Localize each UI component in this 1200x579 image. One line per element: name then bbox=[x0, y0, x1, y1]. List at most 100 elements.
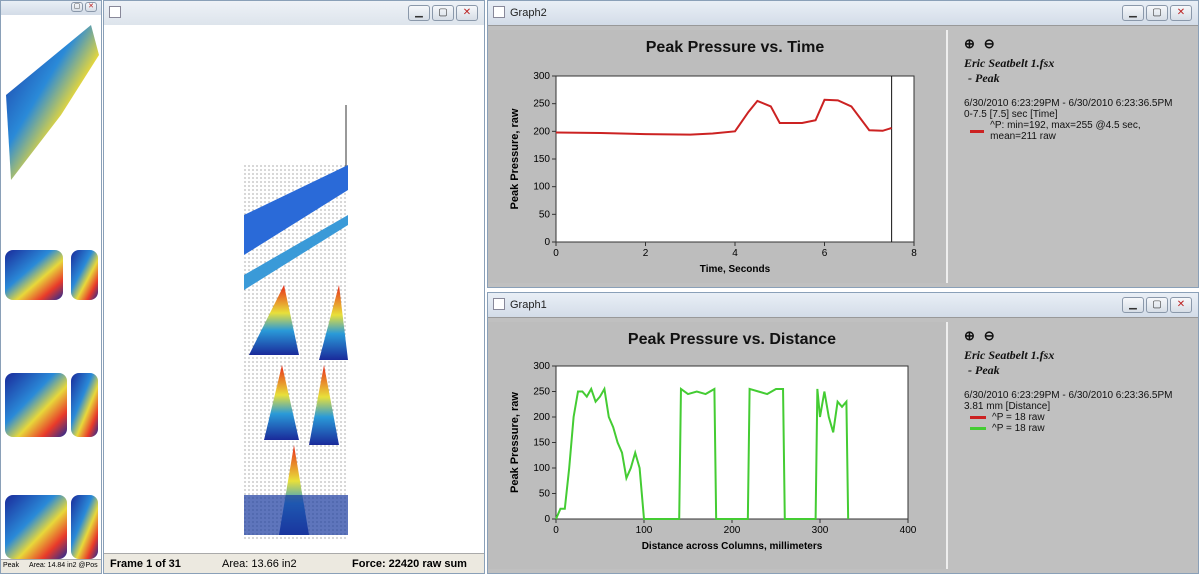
thumbnail-window: ▢ ✕ Peak Area: 14.84 in2 @Pos bbox=[0, 0, 102, 574]
zoom-in-icon[interactable]: ⊕ bbox=[964, 36, 975, 51]
date-range: 6/30/2010 6:23:29PM - 6/30/2010 6:23:36.… bbox=[964, 98, 1173, 109]
area-readout: Area: 13.66 in2 bbox=[222, 558, 297, 570]
close-button[interactable]: ✕ bbox=[1170, 5, 1192, 21]
plot-area bbox=[555, 75, 915, 243]
restore-button[interactable]: ▢ bbox=[1146, 5, 1168, 21]
x-tick-label: 8 bbox=[911, 248, 917, 259]
y-tick-label: 300 bbox=[533, 71, 550, 82]
y-tick-label: 250 bbox=[533, 387, 550, 398]
x-axis-label: Time, Seconds bbox=[700, 264, 771, 275]
area-label: Area: 14.84 in2 @Pos bbox=[29, 562, 98, 569]
zoom-out-icon[interactable]: ⊖ bbox=[983, 328, 995, 343]
graph2-body: Peak Pressure vs. Time 0 2 4 6 8 0 50 100 150 200 2… bbox=[488, 25, 1198, 287]
chart-title: Peak Pressure vs. Distance bbox=[628, 331, 836, 348]
minimize-button[interactable]: ▁ bbox=[1122, 5, 1144, 21]
graph-icon bbox=[493, 298, 505, 310]
span: 0-7.5 [7.5] sec [Time] bbox=[964, 109, 1058, 120]
y-axis-label: Peak Pressure, raw bbox=[509, 108, 521, 209]
close-button[interactable]: ✕ bbox=[456, 5, 478, 21]
zoom-out-icon[interactable]: ⊖ bbox=[983, 36, 995, 51]
legend-swatch bbox=[970, 416, 986, 419]
minimize-button[interactable]: ▁ bbox=[1122, 297, 1144, 313]
legend-label: ^P = 18 raw bbox=[992, 412, 1045, 423]
heatmap-blob bbox=[5, 495, 67, 559]
pressure-peak bbox=[264, 365, 299, 440]
restore-button[interactable]: ▢ bbox=[1146, 297, 1168, 313]
x-tick-label: 400 bbox=[900, 525, 917, 536]
pressure-3d-view bbox=[244, 105, 348, 540]
y-axis-label: Peak Pressure, raw bbox=[509, 392, 521, 493]
close-button[interactable]: ✕ bbox=[1170, 297, 1192, 313]
y-tick-label: 0 bbox=[544, 514, 550, 525]
legend-item: ^P = 18 raw bbox=[970, 423, 1184, 434]
file-name: Eric Seatbelt 1.fsx bbox=[964, 56, 1055, 70]
series-line bbox=[555, 385, 850, 520]
x-tick-label: 2 bbox=[643, 248, 649, 259]
plot-area bbox=[555, 365, 909, 520]
series-line bbox=[555, 98, 892, 136]
file-sub: - Peak bbox=[968, 363, 1000, 377]
x-tick-label: 0 bbox=[553, 248, 559, 259]
heatmap-blob bbox=[71, 373, 98, 437]
heatmap-blob bbox=[6, 25, 99, 180]
y-tick-label: 300 bbox=[533, 361, 550, 372]
legend-swatch bbox=[970, 427, 986, 430]
file-name: Eric Seatbelt 1.fsx bbox=[964, 348, 1055, 362]
x-axis-label: Distance across Columns, millimeters bbox=[642, 541, 823, 552]
pressure-peak bbox=[319, 285, 348, 360]
date-range: 6/30/2010 6:23:29PM - 6/30/2010 6:23:36.… bbox=[964, 390, 1173, 401]
y-tick-label: 150 bbox=[533, 438, 550, 449]
span: 3.81 mm [Distance] bbox=[964, 401, 1051, 412]
thumbnail-titlebar: ▢ ✕ bbox=[1, 1, 101, 15]
y-tick-label: 0 bbox=[544, 237, 550, 248]
y-tick-label: 50 bbox=[539, 489, 551, 500]
y-tick-label: 200 bbox=[533, 126, 550, 137]
x-tick-label: 4 bbox=[732, 248, 738, 259]
y-tick-label: 100 bbox=[533, 182, 550, 193]
restore-button[interactable]: ▢ bbox=[432, 5, 454, 21]
legend-item: ^P = 18 raw bbox=[970, 412, 1184, 423]
frame-counter: Frame 1 of 31 bbox=[110, 558, 181, 570]
chart-title: Peak Pressure vs. Time bbox=[646, 39, 825, 56]
heatmap-blob bbox=[71, 495, 98, 559]
zoom-in-icon[interactable]: ⊕ bbox=[964, 328, 975, 343]
heatmap-blob bbox=[5, 373, 67, 437]
pressure-thumbnails bbox=[5, 25, 99, 559]
x-tick-label: 6 bbox=[822, 248, 828, 259]
peak-label: Peak bbox=[3, 562, 19, 569]
force-readout: Force: 22420 raw sum bbox=[352, 558, 467, 570]
info-panel: ⊕ ⊖ Eric Seatbelt 1.fsx - Peak 6/30/2010… bbox=[954, 30, 1194, 283]
distance-chart: Peak Pressure vs. Distance 0 100 200 300 400 0… bbox=[509, 331, 917, 552]
x-tick-label: 0 bbox=[553, 525, 559, 536]
pressure-map-titlebar: ▁ ▢ ✕ bbox=[104, 1, 484, 25]
window-title: Graph1 bbox=[510, 299, 547, 311]
heatmap-blob bbox=[71, 250, 98, 300]
y-tick-label: 100 bbox=[533, 463, 550, 474]
restore-button[interactable]: ▢ bbox=[71, 2, 83, 12]
thumbnail-status: Peak Area: 14.84 in2 @Pos bbox=[1, 559, 101, 573]
window-title: Graph2 bbox=[510, 7, 547, 19]
x-tick-label: 100 bbox=[636, 525, 653, 536]
y-tick-label: 200 bbox=[533, 412, 550, 423]
close-button[interactable]: ✕ bbox=[85, 2, 97, 12]
minimize-button[interactable]: ▁ bbox=[408, 5, 430, 21]
status-bar: Frame 1 of 31 Area: 13.66 in2 Force: 224… bbox=[104, 553, 484, 573]
graph2-window: Graph2 ▁ ▢ ✕ Peak Pressure vs. Time 0 2 4 6 8 0 5… bbox=[487, 0, 1199, 288]
x-tick-label: 300 bbox=[812, 525, 829, 536]
plot-panel: Peak Pressure vs. Time 0 2 4 6 8 0 50 100 150 200 2… bbox=[488, 30, 948, 283]
heatmap-blob bbox=[5, 250, 63, 300]
file-sub: - Peak bbox=[968, 71, 1000, 85]
legend-swatch bbox=[970, 129, 985, 133]
info-panel: ⊕ ⊖ Eric Seatbelt 1.fsx - Peak 6/30/2010… bbox=[954, 322, 1194, 569]
graph2-titlebar: Graph2 ▁ ▢ ✕ bbox=[488, 1, 1198, 25]
legend-label: ^P = 18 raw bbox=[992, 423, 1045, 434]
graph1-window: Graph1 ▁ ▢ ✕ Peak Pressure vs. Distance 0 10… bbox=[487, 292, 1199, 574]
app-icon bbox=[109, 6, 121, 18]
y-tick-label: 250 bbox=[533, 99, 550, 110]
graph-icon bbox=[493, 6, 505, 18]
pressure-peak bbox=[309, 365, 339, 445]
pressure-map-window: ▁ ▢ ✕ Frame 1 of 31 Area: 13.66 in2 Force:… bbox=[103, 0, 485, 574]
legend-item: ^P: min=192, max=255 @4.5 sec, mean=211 … bbox=[970, 120, 1184, 142]
x-tick-label: 200 bbox=[724, 525, 741, 536]
pressure-peak bbox=[249, 285, 299, 355]
